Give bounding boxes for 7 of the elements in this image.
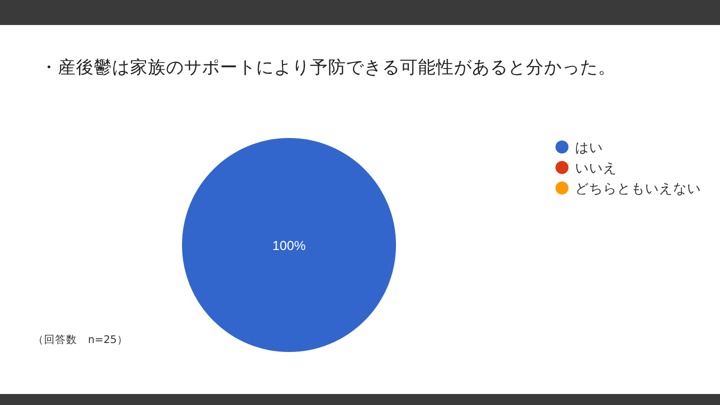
data-label: 100% — [272, 238, 306, 253]
slices: 100% — [182, 138, 396, 352]
legend-label: いいえ — [575, 160, 617, 176]
legend-label: はい — [575, 140, 603, 156]
legend-label: どちらともいえない — [575, 181, 701, 197]
text: （回答数 n=25） — [33, 334, 128, 346]
chart-title: ・産後鬱は家族のサポートにより予防できる可能性があると分かった。 — [40, 57, 616, 78]
